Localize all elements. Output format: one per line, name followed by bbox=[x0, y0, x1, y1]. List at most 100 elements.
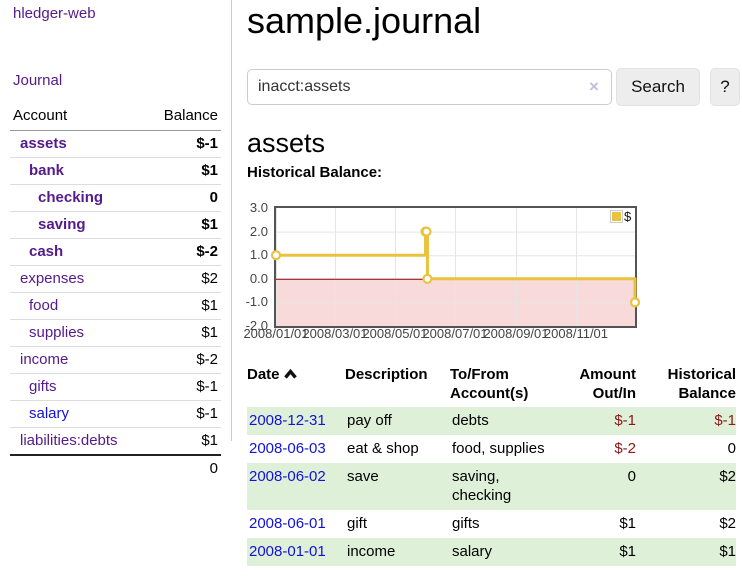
account-row-expenses: expenses $2 bbox=[10, 265, 221, 293]
account-link-supplies[interactable]: supplies bbox=[29, 324, 85, 341]
accounts-total-value: 0 bbox=[209, 460, 218, 477]
account-row-cash: cash $-2 bbox=[10, 238, 221, 266]
transaction-date-link[interactable]: 2008-06-02 bbox=[249, 468, 326, 485]
sort-ascending-icon bbox=[283, 366, 297, 385]
y-axis-tick-label: 2.0 bbox=[249, 223, 268, 239]
transaction-description: save bbox=[347, 468, 379, 485]
account-link-checking[interactable]: checking bbox=[38, 189, 104, 206]
y-axis-tick-label: -1.0 bbox=[245, 294, 268, 310]
search-button[interactable]: Search bbox=[616, 68, 700, 106]
transaction-balance: 0 bbox=[727, 440, 736, 457]
account-link-expenses[interactable]: expenses bbox=[20, 270, 85, 287]
transaction-date-link[interactable]: 2008-06-01 bbox=[249, 515, 326, 532]
account-balance: $-1 bbox=[146, 400, 221, 428]
column-header-accounts: To/From Account(s) bbox=[450, 366, 529, 402]
transaction-amount: $1 bbox=[619, 543, 636, 560]
transaction-amount: $1 bbox=[619, 515, 636, 532]
accounts-table: Account Balance assets $-1 bank $1 check… bbox=[10, 103, 221, 482]
transaction-balance: $1 bbox=[719, 543, 736, 560]
y-axis-tick-label: 3.0 bbox=[249, 200, 268, 215]
chart-legend: $ bbox=[610, 209, 631, 224]
transaction-row: 2008-06-02 save saving, checking 0 $2 bbox=[247, 463, 736, 510]
accounts-total-row: 0 bbox=[10, 455, 221, 482]
transaction-description: pay off bbox=[347, 412, 392, 429]
x-axis-tick-label: 2008/05/01 bbox=[362, 326, 428, 341]
account-row-supplies: supplies $1 bbox=[10, 319, 221, 347]
legend-swatch-icon bbox=[610, 210, 623, 223]
transaction-balance: $-1 bbox=[714, 412, 736, 429]
column-header-amount: Amount Out/In bbox=[579, 366, 636, 402]
x-axis-tick-label: 2008/07/01 bbox=[422, 326, 488, 341]
account-link-gifts[interactable]: gifts bbox=[29, 378, 57, 395]
transaction-row: 2008-01-01 income salary $1 $1 bbox=[247, 538, 736, 566]
help-button[interactable]: ? bbox=[710, 68, 740, 106]
account-link-liabilities-debts[interactable]: liabilities:debts bbox=[20, 432, 118, 449]
accounts-header-row: Account Balance bbox=[10, 103, 221, 131]
transaction-balance: $2 bbox=[719, 468, 736, 485]
account-row-saving: saving $1 bbox=[10, 211, 221, 239]
legend-label: $ bbox=[624, 209, 632, 224]
transaction-accounts: gifts bbox=[452, 515, 480, 532]
account-link-assets[interactable]: assets bbox=[20, 135, 67, 152]
transaction-description: income bbox=[347, 543, 396, 560]
account-balance: $-1 bbox=[146, 130, 221, 158]
account-balance: $1 bbox=[146, 319, 221, 347]
x-axis-tick-label: 2008/11/01 bbox=[543, 326, 609, 341]
account-balance: $1 bbox=[146, 427, 221, 456]
account-balance: $1 bbox=[146, 211, 221, 239]
search-input[interactable] bbox=[247, 69, 612, 105]
transaction-amount: 0 bbox=[627, 468, 636, 485]
transaction-accounts: debts bbox=[452, 412, 489, 429]
account-link-saving[interactable]: saving bbox=[38, 216, 86, 233]
account-balance: $1 bbox=[146, 157, 221, 185]
account-balance: $1 bbox=[146, 292, 221, 320]
column-header-balance: Historical Balance bbox=[667, 366, 736, 402]
account-balance: 0 bbox=[146, 184, 221, 212]
transaction-balance: $2 bbox=[719, 515, 736, 532]
transaction-row: 2008-12-31 pay off debts $-1 $-1 bbox=[247, 407, 736, 435]
x-axis-tick-label: 2008/09/01 bbox=[483, 326, 549, 341]
account-heading: assets bbox=[247, 128, 326, 158]
register-table: Date Description To/From Account(s) Amou… bbox=[247, 363, 736, 566]
transaction-accounts: salary bbox=[452, 543, 493, 560]
transaction-amount: $-2 bbox=[614, 440, 636, 457]
account-row-bank: bank $1 bbox=[10, 157, 221, 185]
transaction-description: gift bbox=[347, 515, 368, 532]
clear-search-icon[interactable]: × bbox=[589, 77, 599, 96]
transaction-description: eat & shop bbox=[347, 440, 419, 457]
x-axis-tick-label: 2008/01/01 bbox=[243, 326, 309, 341]
register-header-row: Date Description To/From Account(s) Amou… bbox=[247, 363, 736, 407]
account-row-checking: checking 0 bbox=[10, 184, 221, 212]
y-axis-tick-label: -2.0 bbox=[245, 318, 268, 333]
account-balance: $-1 bbox=[146, 373, 221, 401]
accounts-header-balance: Balance bbox=[146, 103, 221, 131]
account-row-gifts: gifts $-1 bbox=[10, 373, 221, 401]
account-link-food[interactable]: food bbox=[29, 297, 59, 314]
transaction-date-link[interactable]: 2008-01-01 bbox=[249, 543, 326, 560]
account-link-cash[interactable]: cash bbox=[29, 243, 64, 260]
column-header-description: Description bbox=[345, 366, 428, 383]
account-balance: $-2 bbox=[146, 346, 221, 374]
account-link-salary[interactable]: salary bbox=[29, 405, 70, 422]
sidebar-item-journal[interactable]: Journal bbox=[13, 72, 63, 89]
column-header-date[interactable]: Date bbox=[247, 363, 345, 407]
transaction-date-link[interactable]: 2008-12-31 bbox=[249, 412, 326, 429]
account-link-income[interactable]: income bbox=[20, 351, 69, 368]
accounts-header-account: Account bbox=[10, 103, 147, 131]
transaction-row: 2008-06-01 gift gifts $1 $2 bbox=[247, 510, 736, 538]
sidebar: hledger-web Journal Account Balance asse… bbox=[0, 0, 232, 477]
account-link-bank[interactable]: bank bbox=[29, 162, 65, 179]
account-row-food: food $1 bbox=[10, 292, 221, 320]
y-axis-tick-label: 0.0 bbox=[249, 270, 268, 286]
x-axis-tick-label: 2008/03/01 bbox=[302, 326, 368, 341]
account-row-assets: assets $-1 bbox=[10, 130, 221, 158]
transaction-amount: $-1 bbox=[614, 412, 636, 429]
transaction-date-link[interactable]: 2008-06-03 bbox=[249, 440, 326, 457]
chart-title: Historical Balance: bbox=[247, 164, 383, 181]
account-row-income: income $-2 bbox=[10, 346, 221, 374]
y-axis-tick-label: 1.0 bbox=[249, 247, 268, 263]
account-balance: $-2 bbox=[146, 238, 221, 266]
app-title-link[interactable]: hledger-web bbox=[13, 5, 96, 22]
historical-balance-chart bbox=[270, 206, 641, 328]
